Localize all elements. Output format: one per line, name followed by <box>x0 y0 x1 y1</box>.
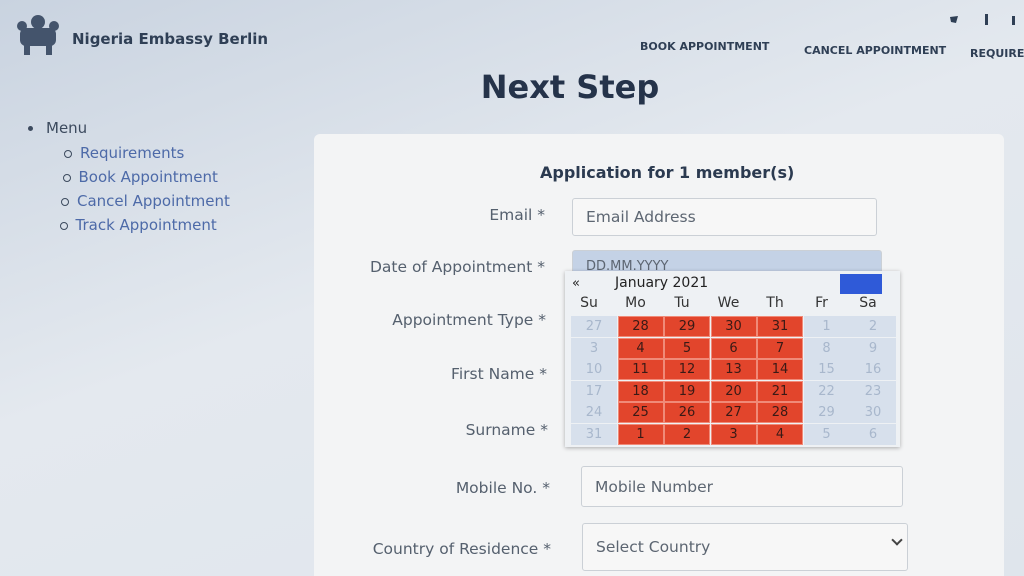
day-cell: 29 <box>803 402 850 423</box>
day-cell[interactable]: 20 <box>710 380 757 402</box>
input-field[interactable]: Mobile Number <box>581 466 903 507</box>
day-cell: 31 <box>571 423 617 445</box>
day-cell: 10 <box>571 359 617 380</box>
day-cell: 9 <box>850 337 896 359</box>
day-cell[interactable]: 4 <box>757 423 803 445</box>
weekday: Sa <box>859 295 877 311</box>
day-cell[interactable]: 26 <box>664 402 710 423</box>
day-cell[interactable]: 14 <box>757 359 803 380</box>
field-label: Date of Appointment * <box>369 258 545 276</box>
bullet <box>28 126 33 131</box>
menu-bullet <box>61 198 69 206</box>
day-cell[interactable]: 11 <box>617 359 664 380</box>
day-cell[interactable]: 18 <box>617 380 664 402</box>
menu-item[interactable]: Cancel Appointment <box>77 192 230 210</box>
weekday: Th <box>766 295 784 311</box>
weekday: Su <box>580 295 598 311</box>
input-field[interactable]: DD.MM.YYYY <box>572 250 882 274</box>
month-title: January 2021 <box>615 275 709 291</box>
dropdown-arrow <box>891 534 903 546</box>
day-cell: 27 <box>571 316 617 337</box>
day-cell: 5 <box>803 423 850 445</box>
day-cell: 8 <box>803 337 850 359</box>
menu-item[interactable]: Track Appointment <box>75 216 217 234</box>
datepicker: « January 2021 Su Mo Tu We Th Fr Sa 27 28 29 30 31 1… <box>565 271 900 447</box>
day-cell[interactable]: 3 <box>710 423 757 445</box>
day-cell: 6 <box>850 423 896 445</box>
weekday: Fr <box>815 295 828 311</box>
day-cell[interactable]: 7 <box>757 337 803 359</box>
menu-bullet <box>59 222 68 230</box>
day-cell: 2 <box>850 316 896 337</box>
next-month[interactable] <box>840 274 882 294</box>
field-label: Country of Residence * <box>372 540 551 558</box>
field-label: Appointment Type * <box>392 311 546 329</box>
day-cell[interactable]: 6 <box>710 337 757 359</box>
day-cell: 17 <box>571 380 617 402</box>
day-cell: 3 <box>571 337 617 359</box>
day-cell[interactable]: 1 <box>617 423 664 445</box>
day-cell[interactable]: 28 <box>757 402 803 423</box>
day-cell[interactable]: 25 <box>617 402 664 423</box>
input-field[interactable]: Select Country <box>582 523 908 571</box>
weekday: We <box>717 295 740 311</box>
menu-item[interactable]: Book Appointment <box>78 168 218 186</box>
day-cell: 23 <box>850 380 896 402</box>
menu-bullet <box>64 150 72 158</box>
day-cell: 1 <box>803 316 850 337</box>
site-name[interactable]: Nigeria Embassy Berlin <box>72 30 269 48</box>
placeholder: Email Address <box>586 208 696 226</box>
weekday: Tu <box>674 295 690 311</box>
social-icons <box>950 14 1015 25</box>
day-cell: 24 <box>571 402 617 423</box>
twitter-icon[interactable] <box>950 16 958 23</box>
day-cell: 30 <box>850 402 896 423</box>
day-cell[interactable]: 19 <box>664 380 710 402</box>
day-cell[interactable]: 5 <box>664 337 710 359</box>
day-cell[interactable]: 21 <box>757 380 803 402</box>
nav-link[interactable]: CANCEL APPOINTMENT <box>804 44 947 57</box>
day-cell: 16 <box>850 359 896 380</box>
input-field[interactable]: Email Address <box>572 198 877 236</box>
placeholder: DD.MM.YYYY <box>586 259 669 274</box>
field-label: Mobile No. * <box>455 479 550 497</box>
page-title: Next Step <box>480 68 660 106</box>
day-cell[interactable]: 4 <box>617 337 664 359</box>
menu-bullet <box>62 174 71 182</box>
day-cell: 22 <box>803 380 850 402</box>
day-cell[interactable]: 12 <box>664 359 710 380</box>
nav-link[interactable]: BOOK APPOINTMENT <box>640 40 770 53</box>
placeholder: Select Country <box>596 538 711 556</box>
day-cell[interactable]: 30 <box>710 316 757 337</box>
linkedin-icon[interactable] <box>1012 16 1015 25</box>
nav-link[interactable]: REQUIREMENTS <box>970 47 1024 60</box>
day-cell[interactable]: 31 <box>757 316 803 337</box>
day-cell[interactable]: 29 <box>664 316 710 337</box>
day-cell[interactable]: 2 <box>664 423 710 445</box>
placeholder: Mobile Number <box>595 477 714 496</box>
weekday: Mo <box>625 295 646 311</box>
day-cell: 15 <box>803 359 850 380</box>
menu-item[interactable]: Requirements <box>80 144 185 162</box>
day-cell[interactable]: 13 <box>710 359 757 380</box>
form-heading: Application for 1 member(s) <box>540 163 795 182</box>
day-cell[interactable]: 27 <box>710 402 757 423</box>
prev-month[interactable]: « <box>572 276 580 291</box>
facebook-icon[interactable] <box>985 14 988 25</box>
menu-title: Menu <box>46 119 88 137</box>
field-label: Email * <box>489 206 545 224</box>
field-label: First Name * <box>451 365 547 383</box>
day-cell[interactable]: 28 <box>617 316 664 337</box>
field-label: Surname * <box>465 421 548 439</box>
logo <box>17 15 59 55</box>
